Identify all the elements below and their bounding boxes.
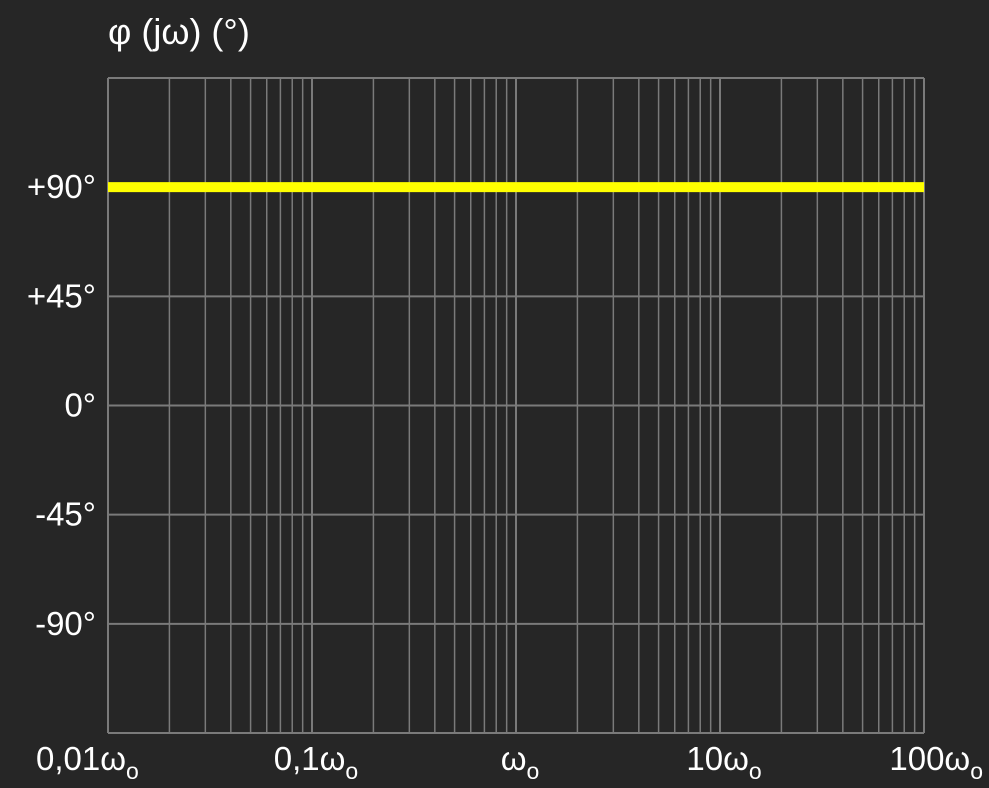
x-tick-label: 10ωo (686, 740, 761, 784)
y-tick-label: -90° (35, 605, 96, 642)
chart-title: φ (jω) (°) (108, 11, 250, 52)
x-tick-label: 100ωo (889, 740, 983, 784)
y-tick-label: +90° (27, 168, 96, 205)
x-tick-label: 0,01ωo (36, 740, 139, 784)
y-tick-label: +45° (27, 277, 96, 314)
grid (107, 77, 925, 734)
labels: φ (jω) (°) +90° +45° 0° -45° -90° 0,01ωo 0,1ωo… (27, 11, 983, 784)
y-tick-label: -45° (35, 496, 96, 533)
x-tick-label: ωo (501, 740, 540, 784)
y-tick-label: 0° (64, 387, 96, 424)
x-tick-label: 0,1ωo (274, 740, 358, 784)
